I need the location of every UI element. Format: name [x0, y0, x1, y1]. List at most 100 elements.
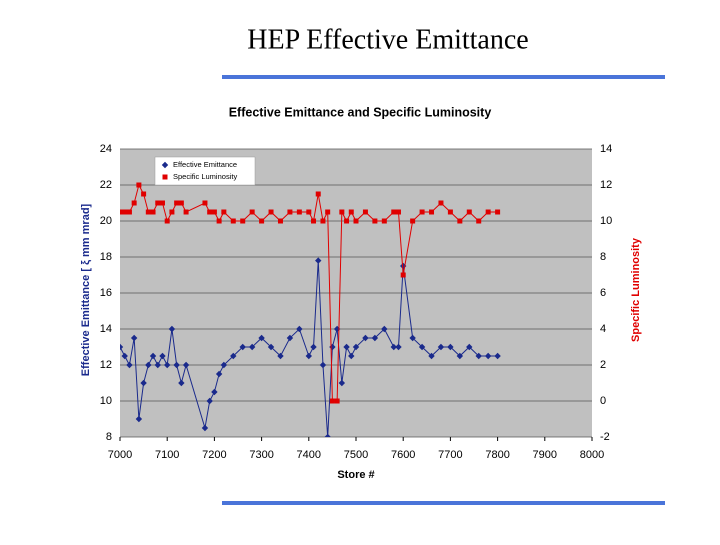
marker: [390, 343, 397, 351]
marker: [339, 209, 345, 215]
x-tick-label: 7700: [438, 449, 462, 461]
marker: [150, 209, 156, 215]
x-tick-label: 7200: [202, 449, 226, 461]
y2-tick-label: -2: [600, 431, 610, 443]
y2-tick-label: 14: [600, 143, 612, 155]
marker: [149, 352, 157, 360]
x-tick-label: 7500: [344, 449, 368, 461]
marker: [202, 200, 208, 206]
marker: [310, 343, 317, 351]
marker: [145, 209, 151, 215]
x-tick-label: 7900: [533, 449, 557, 461]
marker: [201, 424, 209, 432]
x-tick-label: 7000: [108, 449, 132, 461]
marker: [258, 334, 265, 342]
marker: [324, 433, 331, 437]
marker: [320, 218, 326, 224]
marker: [178, 379, 185, 387]
chart-title: Effective Emittance and Specific Luminos…: [229, 105, 492, 119]
marker: [130, 334, 138, 342]
x-tick-label: 7600: [391, 449, 415, 461]
marker: [344, 218, 350, 224]
marker: [154, 361, 161, 369]
marker: [456, 352, 464, 360]
marker: [259, 218, 265, 224]
marker: [126, 209, 132, 215]
y2-axis-label: Specific Luminosity: [630, 237, 642, 342]
marker: [371, 334, 379, 342]
marker: [428, 352, 435, 360]
marker: [438, 200, 444, 206]
x-tick-label: 8000: [580, 449, 604, 461]
marker: [353, 218, 359, 224]
marker: [343, 343, 350, 351]
y-tick-label: 8: [106, 431, 112, 443]
y-tick-label: 24: [100, 143, 112, 155]
marker: [178, 200, 184, 206]
marker: [475, 352, 482, 360]
y-axis-label: Effective Emittance [ ξ mm mrad]: [80, 203, 92, 376]
marker: [162, 174, 168, 180]
marker: [161, 161, 169, 169]
marker: [334, 398, 340, 404]
marker: [329, 398, 335, 404]
x-tick-label: 7800: [485, 449, 509, 461]
marker: [211, 388, 218, 396]
y-tick-label: 12: [100, 359, 112, 371]
y2-tick-label: 4: [600, 323, 606, 335]
marker: [410, 218, 416, 224]
marker: [296, 325, 303, 333]
marker: [211, 209, 217, 215]
marker: [395, 209, 401, 215]
marker: [268, 209, 274, 215]
marker: [277, 352, 284, 360]
y-tick-label: 14: [100, 323, 112, 335]
marker: [429, 209, 435, 215]
marker: [362, 334, 369, 342]
marker: [338, 379, 346, 387]
marker: [311, 218, 317, 224]
marker: [277, 218, 283, 224]
marker: [447, 209, 453, 215]
x-tick-label: 7400: [297, 449, 321, 461]
marker: [348, 209, 354, 215]
marker: [120, 209, 123, 215]
marker: [168, 325, 176, 333]
marker: [447, 343, 454, 351]
y2-tick-label: 2: [600, 359, 606, 371]
marker: [207, 209, 213, 215]
marker: [267, 343, 275, 351]
marker: [485, 209, 491, 215]
y2-tick-label: 6: [600, 287, 606, 299]
marker: [131, 200, 137, 206]
marker: [206, 397, 213, 405]
y-tick-label: 10: [100, 395, 112, 407]
marker: [418, 343, 426, 351]
marker: [306, 209, 312, 215]
marker: [495, 209, 501, 215]
marker: [164, 361, 171, 369]
slide-title: HEP Effective Emittance: [247, 24, 528, 55]
marker: [287, 209, 293, 215]
marker: [400, 272, 406, 278]
marker: [221, 209, 227, 215]
y2-tick-label: 8: [600, 251, 606, 263]
marker: [249, 209, 255, 215]
marker: [484, 352, 492, 360]
legend-label: Effective Emittance: [173, 160, 237, 169]
legend-label: Specific Luminosity: [173, 172, 237, 181]
marker: [173, 361, 180, 369]
marker: [419, 209, 425, 215]
marker: [457, 218, 463, 224]
marker: [215, 370, 223, 378]
marker: [122, 209, 128, 215]
y-tick-label: 18: [100, 251, 112, 263]
marker: [159, 200, 165, 206]
marker: [409, 334, 416, 342]
marker: [183, 209, 189, 215]
marker: [248, 343, 256, 351]
marker: [325, 209, 331, 215]
marker: [348, 352, 355, 360]
